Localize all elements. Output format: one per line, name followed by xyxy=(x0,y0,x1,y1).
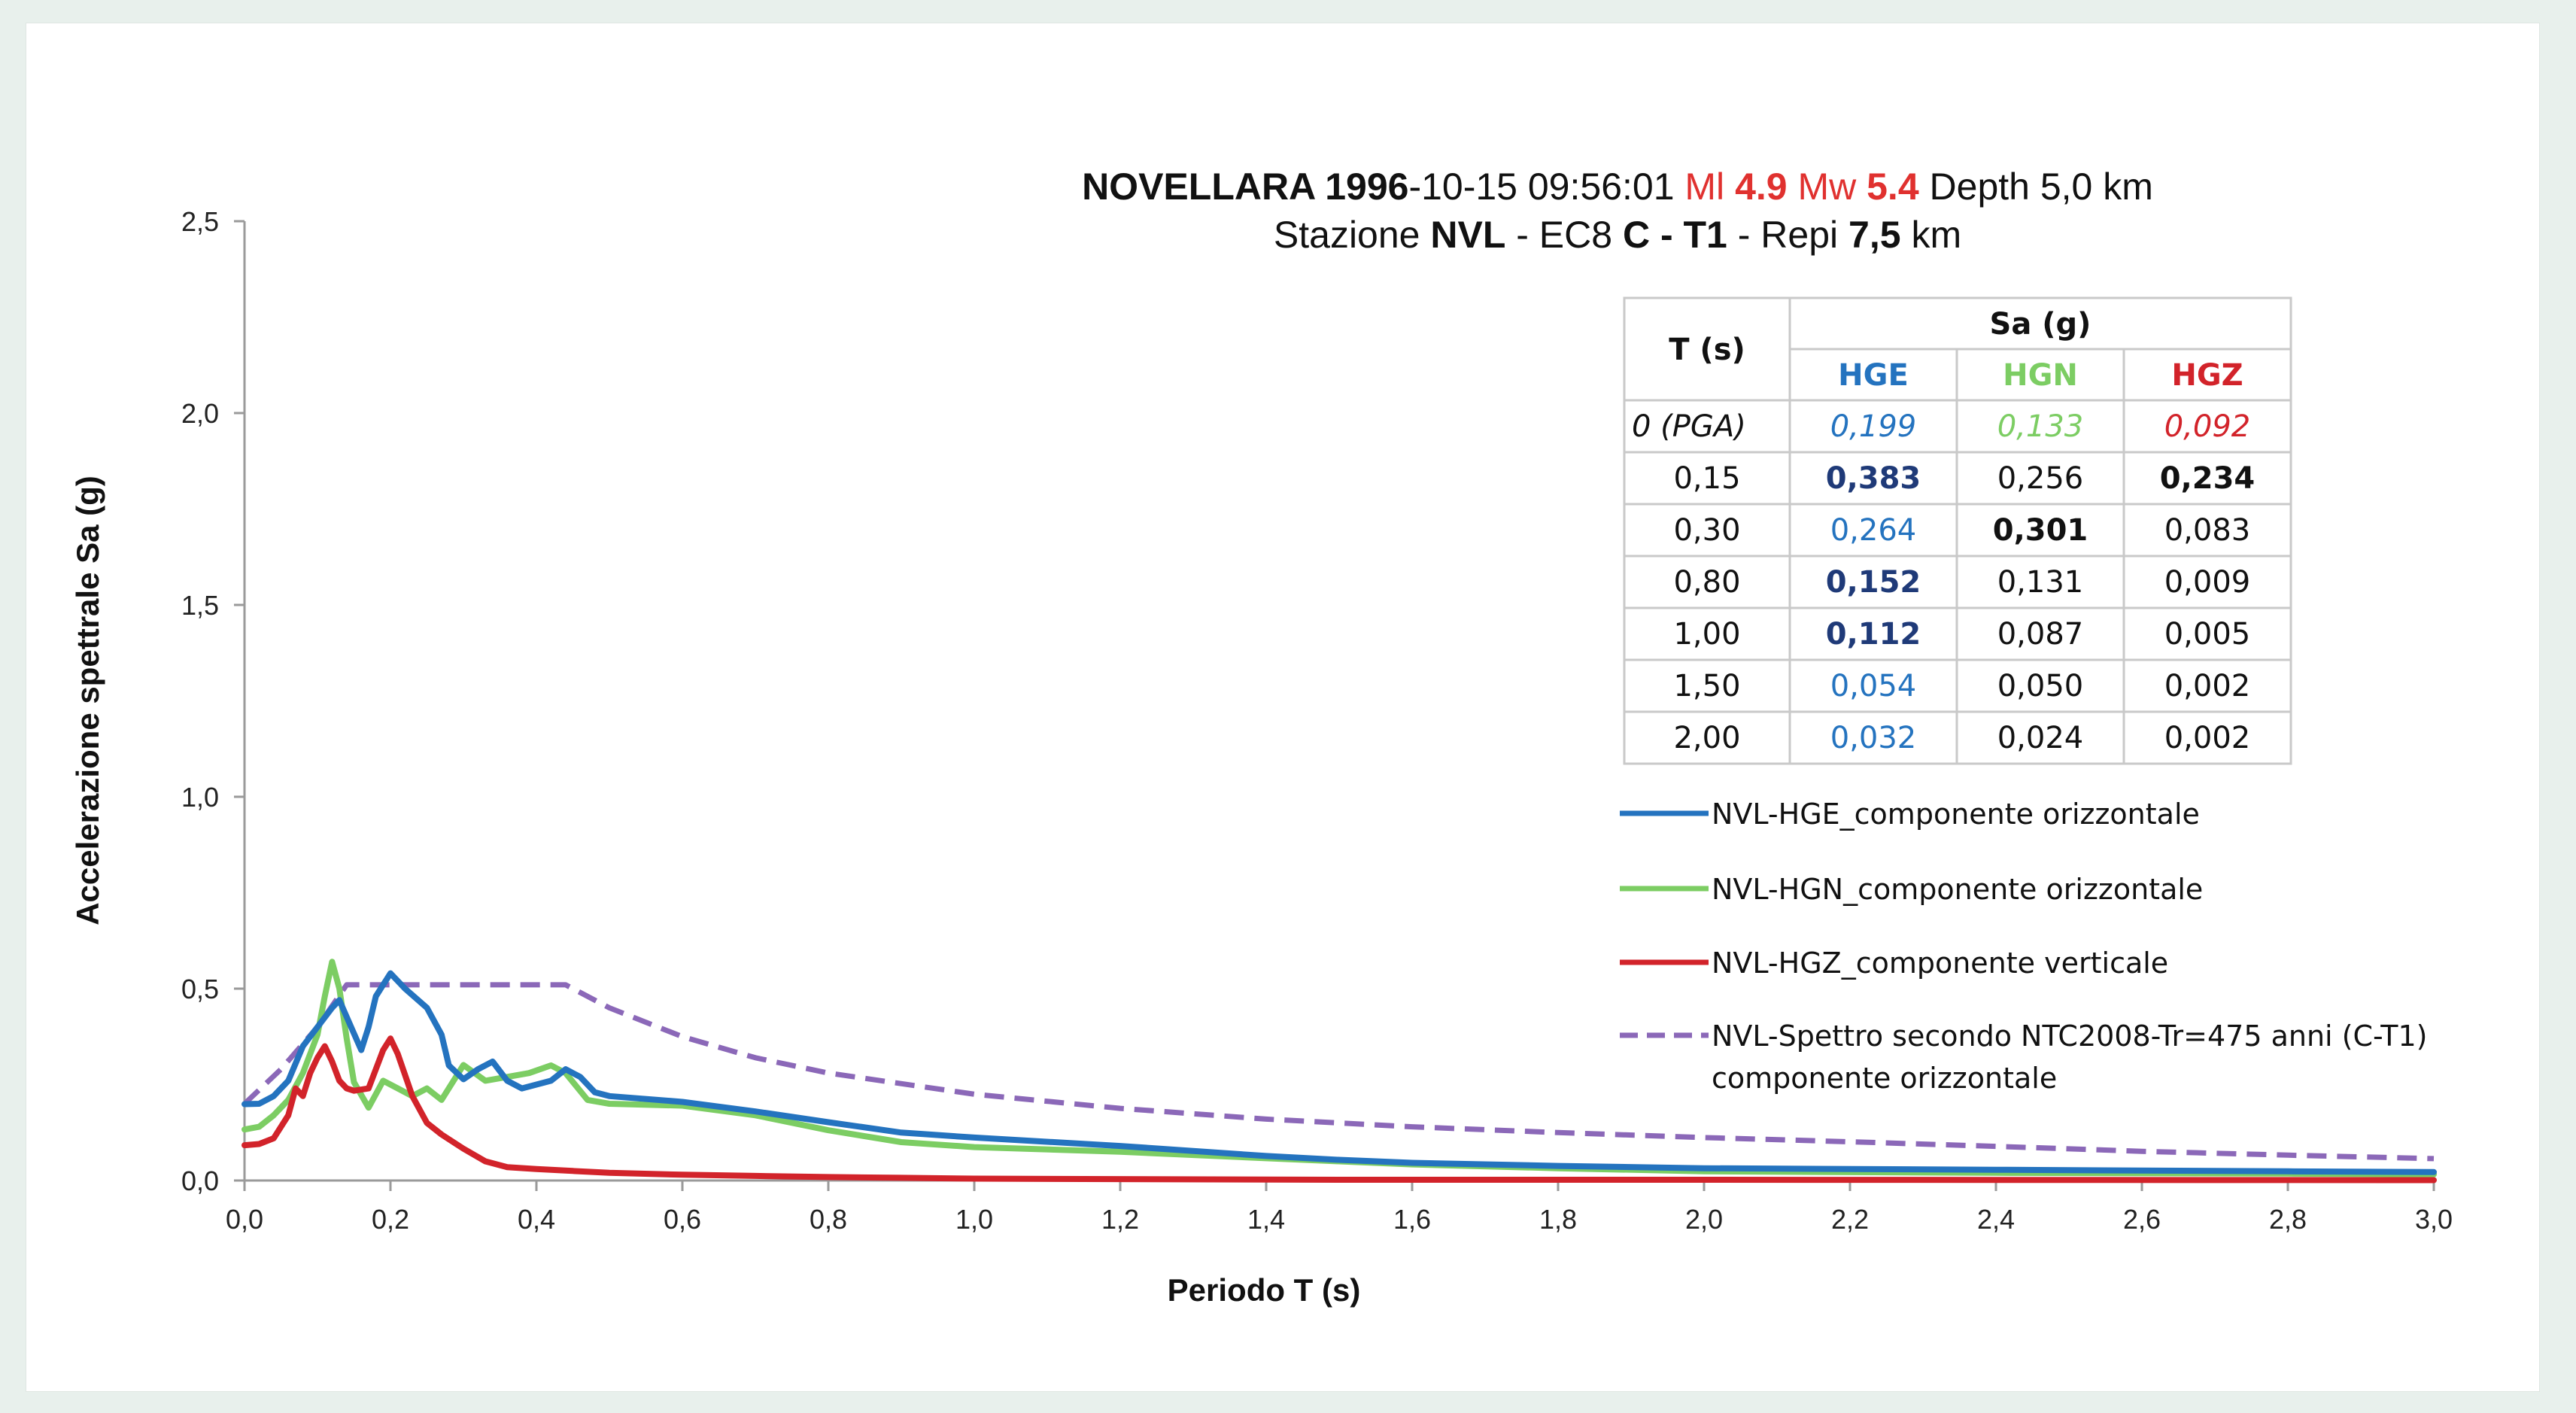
x-tick-label: 3,0 xyxy=(2415,1204,2453,1235)
x-tick-label: 0,2 xyxy=(372,1204,409,1235)
table-cell-hgz: 0,009 xyxy=(2164,565,2251,600)
title-line-2-part: Stazione xyxy=(1274,214,1430,256)
legend-label-hgz: NVL-HGZ_componente verticale xyxy=(1712,947,2168,980)
legend: NVL-HGE_componente orizzontale NVL-HGN_co… xyxy=(1620,798,2427,1095)
table-cell-hgz: 0,002 xyxy=(2164,721,2251,755)
table-cell-hge: 0,264 xyxy=(1830,513,1917,548)
y-tick-label: 0,0 xyxy=(181,1165,219,1196)
plot-area xyxy=(242,959,2437,1184)
y-tick-label: 1,0 xyxy=(181,782,219,813)
title-line-2: Stazione NVL - EC8 C - T1 - Repi 7,5 km xyxy=(1274,214,1961,256)
response-spectrum-chart: NOVELLARA 1996-10-15 09:56:01 Ml 4.9 Mw … xyxy=(70,166,2453,1308)
title-line-1-part: NOVELLARA 1996 xyxy=(1082,166,1408,208)
axes: 0,0 0,5 1,0 1,5 2,0 2,5 0,0 0,2 0,4 0,6 0,8 1,0 1,2 1… xyxy=(70,206,2453,1308)
table-col-header-hge: HGE xyxy=(1838,358,1909,393)
x-tick-label: 1,0 xyxy=(955,1204,993,1235)
x-tick-label: 2,6 xyxy=(2123,1204,2161,1235)
table-cell-hgz: 0,092 xyxy=(2164,409,2251,444)
title-line-1-part: 5.4 xyxy=(1867,166,1919,208)
title-line-1-part: Ml xyxy=(1684,166,1735,208)
chart-title: NOVELLARA 1996-10-15 09:56:01 Ml 4.9 Mw … xyxy=(1082,166,2153,256)
table-cell-hgn: 0,133 xyxy=(1997,409,2084,444)
table-cell-t: 1,00 xyxy=(1673,617,1740,652)
table-cell-hgn: 0,131 xyxy=(1997,565,2084,600)
title-line-1-part: Depth 5,0 km xyxy=(1919,166,2153,208)
title-line-2-part: C - T1 xyxy=(1623,214,1727,256)
table-col-header-hgz: HGZ xyxy=(2171,358,2243,393)
table-cell-t: 0,80 xyxy=(1673,565,1740,600)
table-header-t: T (s) xyxy=(1669,333,1745,367)
legend-label-hgn: NVL-HGN_componente orizzontale xyxy=(1712,873,2203,906)
title-line-2-part: NVL xyxy=(1430,214,1505,256)
title-line-2-part: 7,5 xyxy=(1848,214,1901,256)
table-cell-hgz: 0,083 xyxy=(2164,513,2251,548)
table-cell-hge: 0,112 xyxy=(1826,617,1921,652)
y-tick-label: 2,5 xyxy=(181,206,219,237)
x-tick-label: 0,6 xyxy=(664,1204,701,1235)
title-line-1-part: 4.9 xyxy=(1735,166,1788,208)
y-tick-label: 2,0 xyxy=(181,398,219,429)
table-cell-hgz: 0,005 xyxy=(2164,617,2251,652)
sa-table: T (s) Sa (g) HGE HGN HGZ 0 (PGA) 0,199 0,133 0,0… xyxy=(1623,296,2292,765)
table-cell-t: 2,00 xyxy=(1673,721,1740,755)
x-axis-label: Periodo T (s) xyxy=(1168,1272,1361,1308)
series-line-hgn xyxy=(242,959,2437,1178)
x-tick-label: 0,8 xyxy=(810,1204,847,1235)
y-tick-label: 0,5 xyxy=(181,974,219,1004)
series-line-hge xyxy=(242,970,2437,1175)
table-cell-t: 0 (PGA) xyxy=(1632,409,1746,444)
title-line-2-part: - EC8 xyxy=(1505,214,1623,256)
x-tick-label: 2,0 xyxy=(1685,1204,1723,1235)
title-line-2-part: - Repi xyxy=(1727,214,1848,256)
x-tick-label: 0,4 xyxy=(518,1204,555,1235)
x-tick-label: 2,4 xyxy=(1977,1204,2015,1235)
x-tick-label: 2,2 xyxy=(1831,1204,1869,1235)
table-cell-hge: 0,054 xyxy=(1830,669,1917,703)
table-cell-t: 1,50 xyxy=(1673,669,1740,703)
title-line-1-part: Mw xyxy=(1788,166,1867,208)
table-cell-hge: 0,199 xyxy=(1830,409,1917,444)
table-header-sa: Sa (g) xyxy=(1990,307,2091,342)
table-cell-hgn: 0,087 xyxy=(1997,617,2084,652)
table-cell-hgn: 0,024 xyxy=(1997,721,2084,755)
table-cell-hgn: 0,256 xyxy=(1997,461,2084,496)
series-line-hgz xyxy=(242,1035,2437,1184)
series-line-ntc xyxy=(242,982,2435,1162)
chart-panel: NOVELLARA 1996-10-15 09:56:01 Ml 4.9 Mw … xyxy=(26,23,2540,1392)
table-cell-t: 0,30 xyxy=(1673,513,1740,548)
title-line-2-part: km xyxy=(1901,214,1962,256)
x-tick-label: 1,8 xyxy=(1539,1204,1577,1235)
table-cell-hgz: 0,234 xyxy=(2160,461,2256,496)
table-cell-hge: 0,032 xyxy=(1830,721,1917,755)
table-col-header-hgn: HGN xyxy=(2003,358,2078,393)
table-cell-hge: 0,383 xyxy=(1826,461,1921,496)
title-line-1: NOVELLARA 1996-10-15 09:56:01 Ml 4.9 Mw … xyxy=(1082,166,2153,208)
table-cell-hgn: 0,050 xyxy=(1997,669,2084,703)
table-cell-t: 0,15 xyxy=(1673,461,1740,496)
x-tick-label: 1,2 xyxy=(1101,1204,1139,1235)
table-cell-hgn: 0,301 xyxy=(1993,513,2088,548)
table-cell-hge: 0,152 xyxy=(1826,565,1921,600)
y-axis-label: Accelerazione spettrale Sa (g) xyxy=(70,476,105,925)
x-tick-label: 1,4 xyxy=(1247,1204,1285,1235)
legend-label-ntc: NVL-Spettro secondo NTC2008-Tr=475 anni … xyxy=(1712,1019,2427,1053)
x-tick-label: 2,8 xyxy=(2269,1204,2307,1235)
title-line-1-part: -10-15 09:56:01 xyxy=(1408,166,1684,208)
y-tick-label: 1,5 xyxy=(181,590,219,621)
legend-label-ntc-line2: componente orizzontale xyxy=(1712,1062,2057,1095)
x-tick-label: 0,0 xyxy=(226,1204,263,1235)
table-cell-hgz: 0,002 xyxy=(2164,669,2251,703)
x-tick-label: 1,6 xyxy=(1393,1204,1431,1235)
legend-label-hge: NVL-HGE_componente orizzontale xyxy=(1712,798,2200,831)
